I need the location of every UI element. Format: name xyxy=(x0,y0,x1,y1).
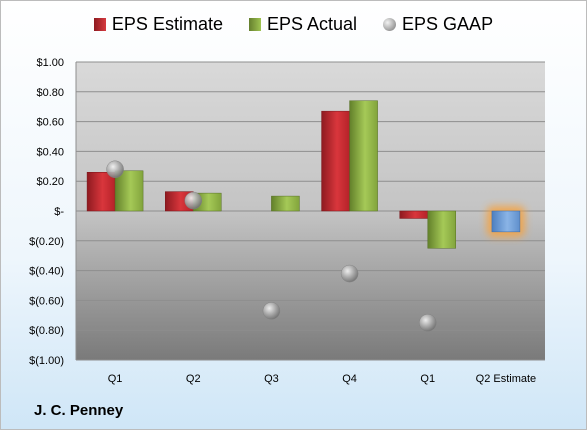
bar-eps-estimate xyxy=(399,210,428,219)
y-tick-label: $0.80 xyxy=(36,87,64,99)
y-tick-label: $1.00 xyxy=(36,57,64,69)
legend-item-eps-estimate: EPS Estimate xyxy=(93,14,223,35)
y-tick-label: $0.20 xyxy=(36,176,64,188)
legend-label-eps-gaap: EPS GAAP xyxy=(402,14,494,34)
y-tick-label: $0.40 xyxy=(36,146,64,158)
y-tick-label: $(0.60) xyxy=(29,295,64,307)
legend-item-eps-actual: EPS Actual xyxy=(248,14,358,35)
legend-item-eps-gaap: EPS GAAP xyxy=(383,14,493,35)
y-tick-label: $(0.80) xyxy=(29,325,64,337)
chart-legend: EPS Estimate EPS Actual EPS GAAP xyxy=(0,14,587,35)
y-tick-label: $0.60 xyxy=(36,117,64,129)
point-eps-gaap xyxy=(262,302,281,320)
legend-label-eps-actual: EPS Actual xyxy=(266,14,358,34)
point-eps-gaap xyxy=(340,264,359,283)
x-tick-label: Q4 xyxy=(342,373,357,385)
x-tick-label: Q3 xyxy=(264,373,279,385)
y-tick-label: $(1.00) xyxy=(29,355,64,367)
legend-swatch-eps-gaap xyxy=(383,18,397,31)
x-tick-label: Q2 xyxy=(186,373,201,385)
bar-eps-actual xyxy=(427,210,456,249)
point-eps-gaap xyxy=(184,191,202,210)
bar-eps-estimate xyxy=(86,172,116,212)
company-name: J. C. Penney xyxy=(34,402,124,419)
bar-eps-actual xyxy=(271,195,300,212)
point-eps-gaap xyxy=(106,160,124,179)
x-tick-label: Q1 xyxy=(108,373,123,385)
bar-eps-estimate xyxy=(321,110,350,212)
bar-eps-actual xyxy=(349,100,378,212)
point-eps-gaap xyxy=(419,314,437,332)
x-tick-label: Q1 xyxy=(420,373,435,385)
legend-label-eps-estimate: EPS Estimate xyxy=(111,14,223,34)
y-tick-label: $(0.40) xyxy=(29,266,64,278)
legend-swatch-eps-estimate xyxy=(93,18,106,31)
bar-q2-estimate xyxy=(491,210,521,233)
legend-swatch-eps-actual xyxy=(248,18,261,31)
bar-eps-actual xyxy=(114,170,144,212)
y-tick-label: $(0.20) xyxy=(29,236,64,248)
y-tick-label: $- xyxy=(54,206,64,218)
x-tick-label: Q2 Estimate xyxy=(476,373,537,385)
